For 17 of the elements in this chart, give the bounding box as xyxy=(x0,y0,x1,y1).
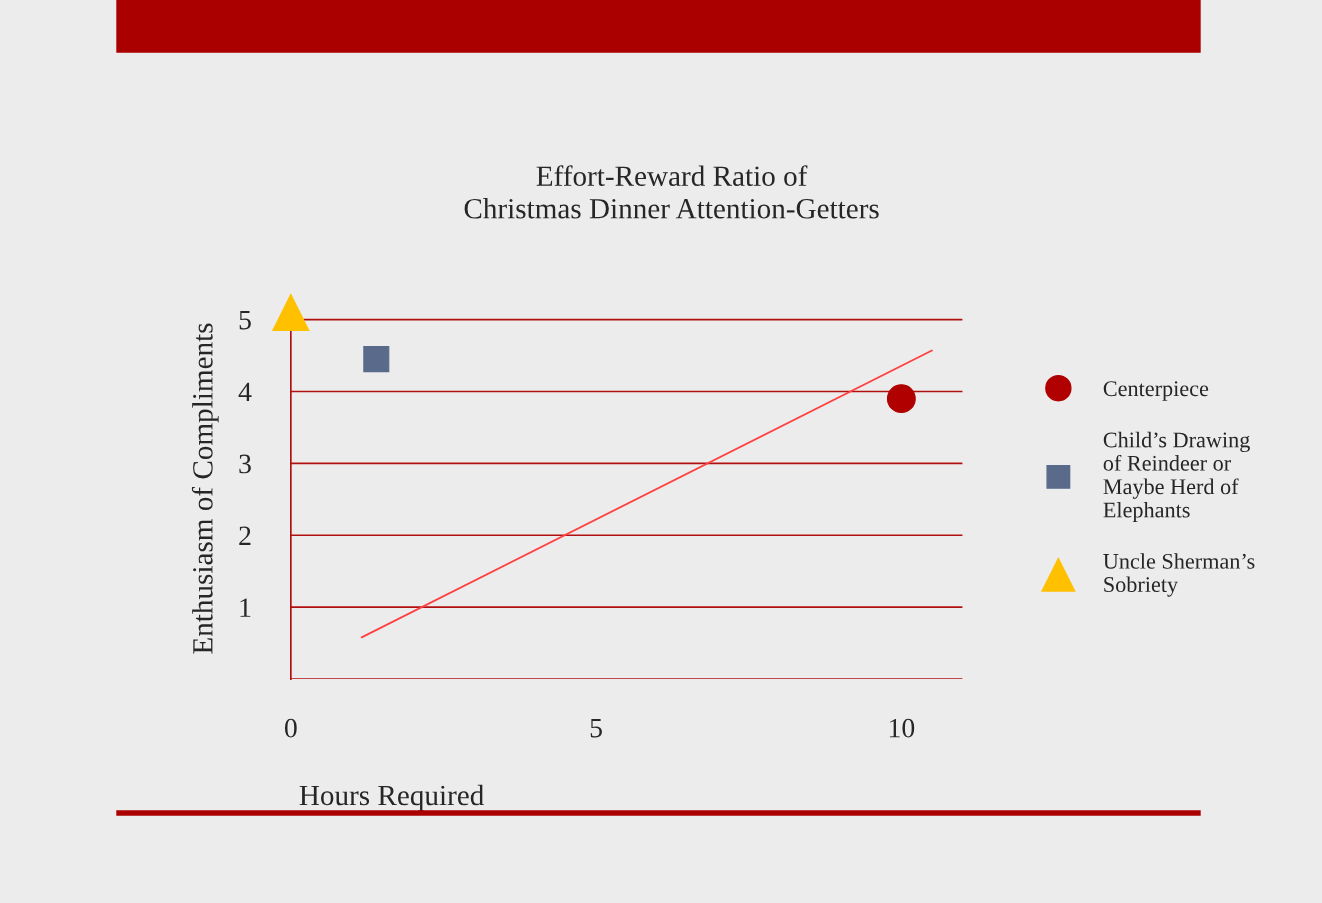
x-tick-label: 10 xyxy=(889,718,915,738)
point xyxy=(886,384,916,414)
y-tick-label: 2 xyxy=(239,526,251,545)
legend-label: Child’s Drawing of Reindeer or Maybe Herd of Elephants xyxy=(1103,431,1250,523)
x-axis-title: Hours Required xyxy=(299,784,484,812)
y-tick-label: 5 xyxy=(239,311,251,330)
x-tick-label: 5 xyxy=(590,719,602,738)
y-tick-label: 3 xyxy=(239,454,251,474)
x-tick-label: 0 xyxy=(284,718,297,738)
y-axis-title: Enthusiasm of Compliments xyxy=(191,323,219,654)
y-tick-label: 1 xyxy=(240,598,251,617)
legend-label: Centerpiece xyxy=(1103,381,1209,401)
y-tick-label: 4 xyxy=(238,382,252,402)
point xyxy=(272,293,310,331)
chart-title: Effort-Reward Ratio of Christmas Dinner Attention-Getters xyxy=(464,165,879,219)
legend-label: Uncle Sherman’s Sobriety xyxy=(1103,553,1255,597)
point xyxy=(363,346,390,373)
